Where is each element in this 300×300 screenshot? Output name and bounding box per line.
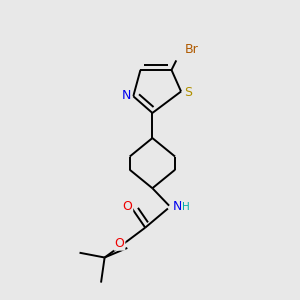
- Text: O: O: [115, 237, 124, 250]
- Text: H: H: [182, 202, 190, 212]
- Text: N: N: [122, 88, 131, 102]
- Text: N: N: [173, 200, 182, 213]
- Text: S: S: [184, 86, 192, 99]
- Text: O: O: [122, 200, 132, 213]
- Text: Br: Br: [185, 43, 199, 56]
